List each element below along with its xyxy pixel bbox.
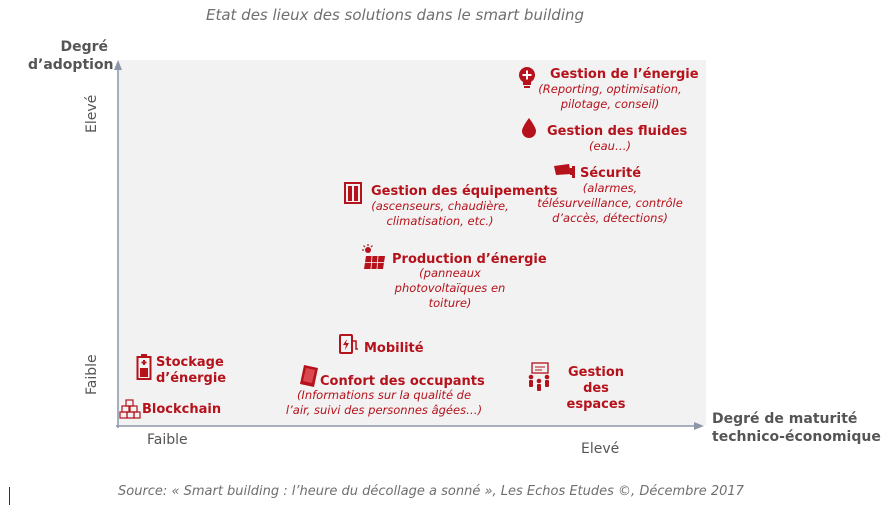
- x-tick-high: Elevé: [581, 441, 620, 457]
- energy-mgmt-title: Gestion de l’énergie: [550, 67, 699, 82]
- y-axis-arrow: [114, 60, 122, 70]
- security-desc: (alarmes, télésurveillance, contrôle d’a…: [530, 181, 690, 226]
- tablet-icon: [300, 365, 318, 387]
- y-axis-title-line2: d’adoption: [28, 57, 114, 73]
- storage-title: Stockage d’énergie: [156, 355, 227, 387]
- production-desc: (panneaux photovoltaïques en toiture): [380, 266, 520, 311]
- equipment-title: Gestion des équipements: [371, 184, 558, 199]
- spaces-title-line2: espaces: [566, 397, 626, 412]
- spaces-title: Gestion des espaces: [556, 365, 636, 413]
- fluids-title: Gestion des fluides: [547, 124, 688, 139]
- x-tick-low: Faible: [147, 432, 188, 448]
- lightbulb-plus-icon: [519, 67, 535, 88]
- production-desc-line1: (panneaux: [419, 266, 481, 280]
- comfort-desc: (Informations sur la qualité de l’air, s…: [284, 388, 484, 418]
- equipment-desc-line2: climatisation, etc.): [386, 214, 494, 228]
- y-axis-title: Degré d’adoption: [28, 38, 114, 74]
- spaces-title-line1: Gestion des: [567, 365, 625, 396]
- x-axis-title-line1: Degré de maturité: [712, 411, 858, 427]
- x-axis-title: Degré de maturité technico-économique: [712, 410, 892, 446]
- fluids-desc: (eau…): [560, 139, 660, 154]
- y-tick-low: Faible: [84, 354, 100, 395]
- blocks-icon: [119, 399, 141, 419]
- plot-area: [118, 60, 706, 425]
- production-title: Production d’énergie: [392, 252, 547, 267]
- water-drop-icon: [522, 118, 536, 138]
- energy-mgmt-desc-line2: pilotage, conseil): [560, 97, 660, 111]
- equipment-desc: (ascenseurs, chaudière, climatisation, e…: [365, 199, 515, 229]
- security-title: Sécurité: [580, 166, 642, 181]
- y-tick-high: Elevé: [84, 94, 100, 133]
- mobility-title: Mobilité: [364, 341, 424, 356]
- text-cursor: [9, 487, 10, 505]
- source-caption: Source: « Smart building : l’heure du dé…: [118, 484, 744, 499]
- solar-panel-icon: [362, 244, 385, 270]
- security-camera-icon: [554, 164, 575, 178]
- fluids-desc-line1: (eau…): [589, 139, 631, 153]
- security-desc-line2: télésurveillance, contrôle: [537, 196, 683, 210]
- people-screen-icon: [528, 362, 550, 391]
- energy-mgmt-desc: (Reporting, optimisation, pilotage, cons…: [530, 82, 690, 112]
- storage-title-line1: Stockage: [156, 355, 224, 370]
- comfort-title: Confort des occupants: [320, 374, 485, 389]
- storage-title-line2: d’énergie: [156, 371, 227, 386]
- security-desc-line3: d’accès, détections): [552, 211, 668, 225]
- x-axis-title-line2: technico-économique: [712, 429, 881, 445]
- comfort-desc-line2: l’air, suivi des personnes âgées…): [285, 403, 483, 417]
- blockchain-title: Blockchain: [142, 402, 222, 417]
- diagram-title: Etat des lieux des solutions dans le sma…: [205, 6, 585, 24]
- equipment-desc-line1: (ascenseurs, chaudière,: [371, 199, 509, 213]
- y-axis-title-line1: Degré: [60, 39, 108, 55]
- security-desc-line1: (alarmes,: [582, 181, 638, 195]
- energy-mgmt-desc-line1: (Reporting, optimisation,: [538, 82, 682, 96]
- production-desc-line2: photovoltaïques en: [394, 281, 506, 295]
- elevator-icon: [344, 182, 362, 204]
- production-desc-line3: toiture): [428, 296, 472, 310]
- comfort-desc-line1: (Informations sur la qualité de: [296, 388, 472, 402]
- battery-icon: [136, 354, 152, 380]
- x-axis-arrow: [694, 422, 704, 430]
- ev-charger-icon: [339, 334, 358, 354]
